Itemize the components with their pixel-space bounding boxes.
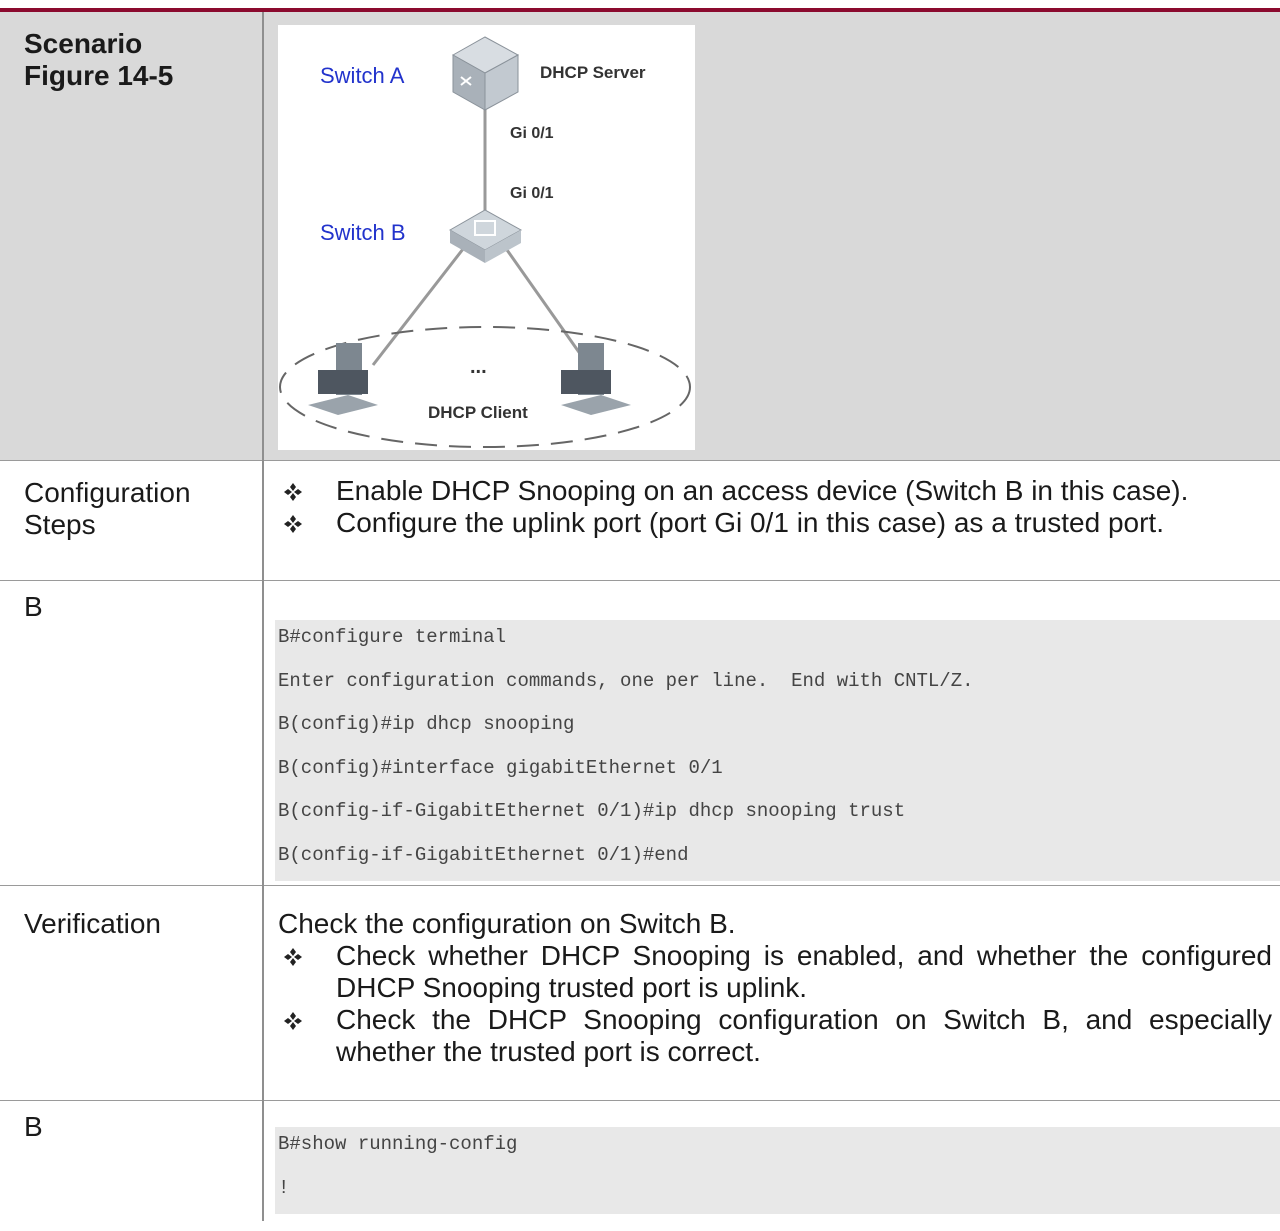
code-line: B(config)#interface gigabitEthernet 0/1 xyxy=(278,756,723,779)
code-line: B(config-if-GigabitEthernet 0/1)#ip dhcp… xyxy=(278,800,906,822)
bullet-text: Configure the uplink port (port Gi 0/1 i… xyxy=(336,507,1164,538)
bullet-icon xyxy=(284,515,302,533)
code-row: B B#configure terminal Enter configuratio… xyxy=(0,581,1280,886)
bullet-icon xyxy=(284,483,302,501)
row-label: Scenario Figure 14-5 xyxy=(24,28,173,92)
verification-row: Verification Check the configuration on … xyxy=(0,886,1280,1101)
port-label: Gi 0/1 xyxy=(510,125,554,142)
steps-row: Configuration Steps Enable DHCP Snooping … xyxy=(0,461,1280,581)
code-line: Enter configuration commands, one per li… xyxy=(278,669,974,692)
label-line: Steps xyxy=(24,509,96,540)
label-line: Verification xyxy=(24,908,161,939)
column-divider xyxy=(262,12,264,1221)
node-label: Switch A xyxy=(320,63,405,88)
label-line: B xyxy=(24,591,43,622)
bullet-text: Enable DHCP Snooping on an access device… xyxy=(336,475,1189,506)
label-line: Figure 14-5 xyxy=(24,60,174,91)
node-label: DHCP Client xyxy=(428,403,528,422)
code-line: B#show running-config xyxy=(278,1133,518,1155)
code-line: B#configure terminal xyxy=(278,626,507,648)
scenario-row: Scenario Figure 14-5 Switch A DHCP Server… xyxy=(0,12,1280,461)
bullet-text: Check the DHCP Snooping configuration on… xyxy=(336,1004,1272,1067)
code-block: B#configure terminal Enter configuration … xyxy=(275,620,1280,881)
row-label: Configuration Steps xyxy=(24,477,191,541)
label-line: B xyxy=(24,1111,43,1142)
ellipsis: ... xyxy=(470,356,487,378)
port-label: Gi 0/1 xyxy=(510,185,554,202)
bullets: Check the configuration on Switch B. Chec… xyxy=(278,908,1272,1068)
bullet-text: Check whether DHCP Snooping is enabled, … xyxy=(336,940,1272,1003)
bullet-icon xyxy=(284,1012,302,1030)
node-label: Switch B xyxy=(320,220,406,245)
label-line: Scenario xyxy=(24,28,143,59)
row-label: Verification xyxy=(24,908,161,940)
code-row: B B#show running-config! xyxy=(0,1101,1280,1231)
bullet-item: Check the DHCP Snooping configuration on… xyxy=(278,1004,1272,1068)
row-label: B xyxy=(24,591,43,623)
node-label: DHCP Server xyxy=(540,63,646,82)
row-label: B xyxy=(24,1111,43,1143)
bullet-item: Check whether DHCP Snooping is enabled, … xyxy=(278,940,1272,1004)
top-rule xyxy=(0,8,1280,12)
code-line: ! xyxy=(278,1176,290,1199)
code-line: B(config-if-GigabitEthernet 0/1)#end xyxy=(278,843,689,866)
bullet-icon xyxy=(284,948,302,966)
label-line: Configuration xyxy=(24,477,191,508)
code-block: B#show running-config! xyxy=(275,1127,1280,1214)
code-line: B(config)#ip dhcp snooping xyxy=(278,713,575,735)
topology-diagram: Switch A DHCP Server Gi 0/1 Gi 0/1 Switc… xyxy=(278,25,695,450)
bullet-item: Configure the uplink port (port Gi 0/1 i… xyxy=(278,507,1272,539)
bullets: Enable DHCP Snooping on an access device… xyxy=(278,475,1272,539)
bullet-item: Enable DHCP Snooping on an access device… xyxy=(278,475,1272,507)
intro: Check the configuration on Switch B. xyxy=(278,908,736,939)
